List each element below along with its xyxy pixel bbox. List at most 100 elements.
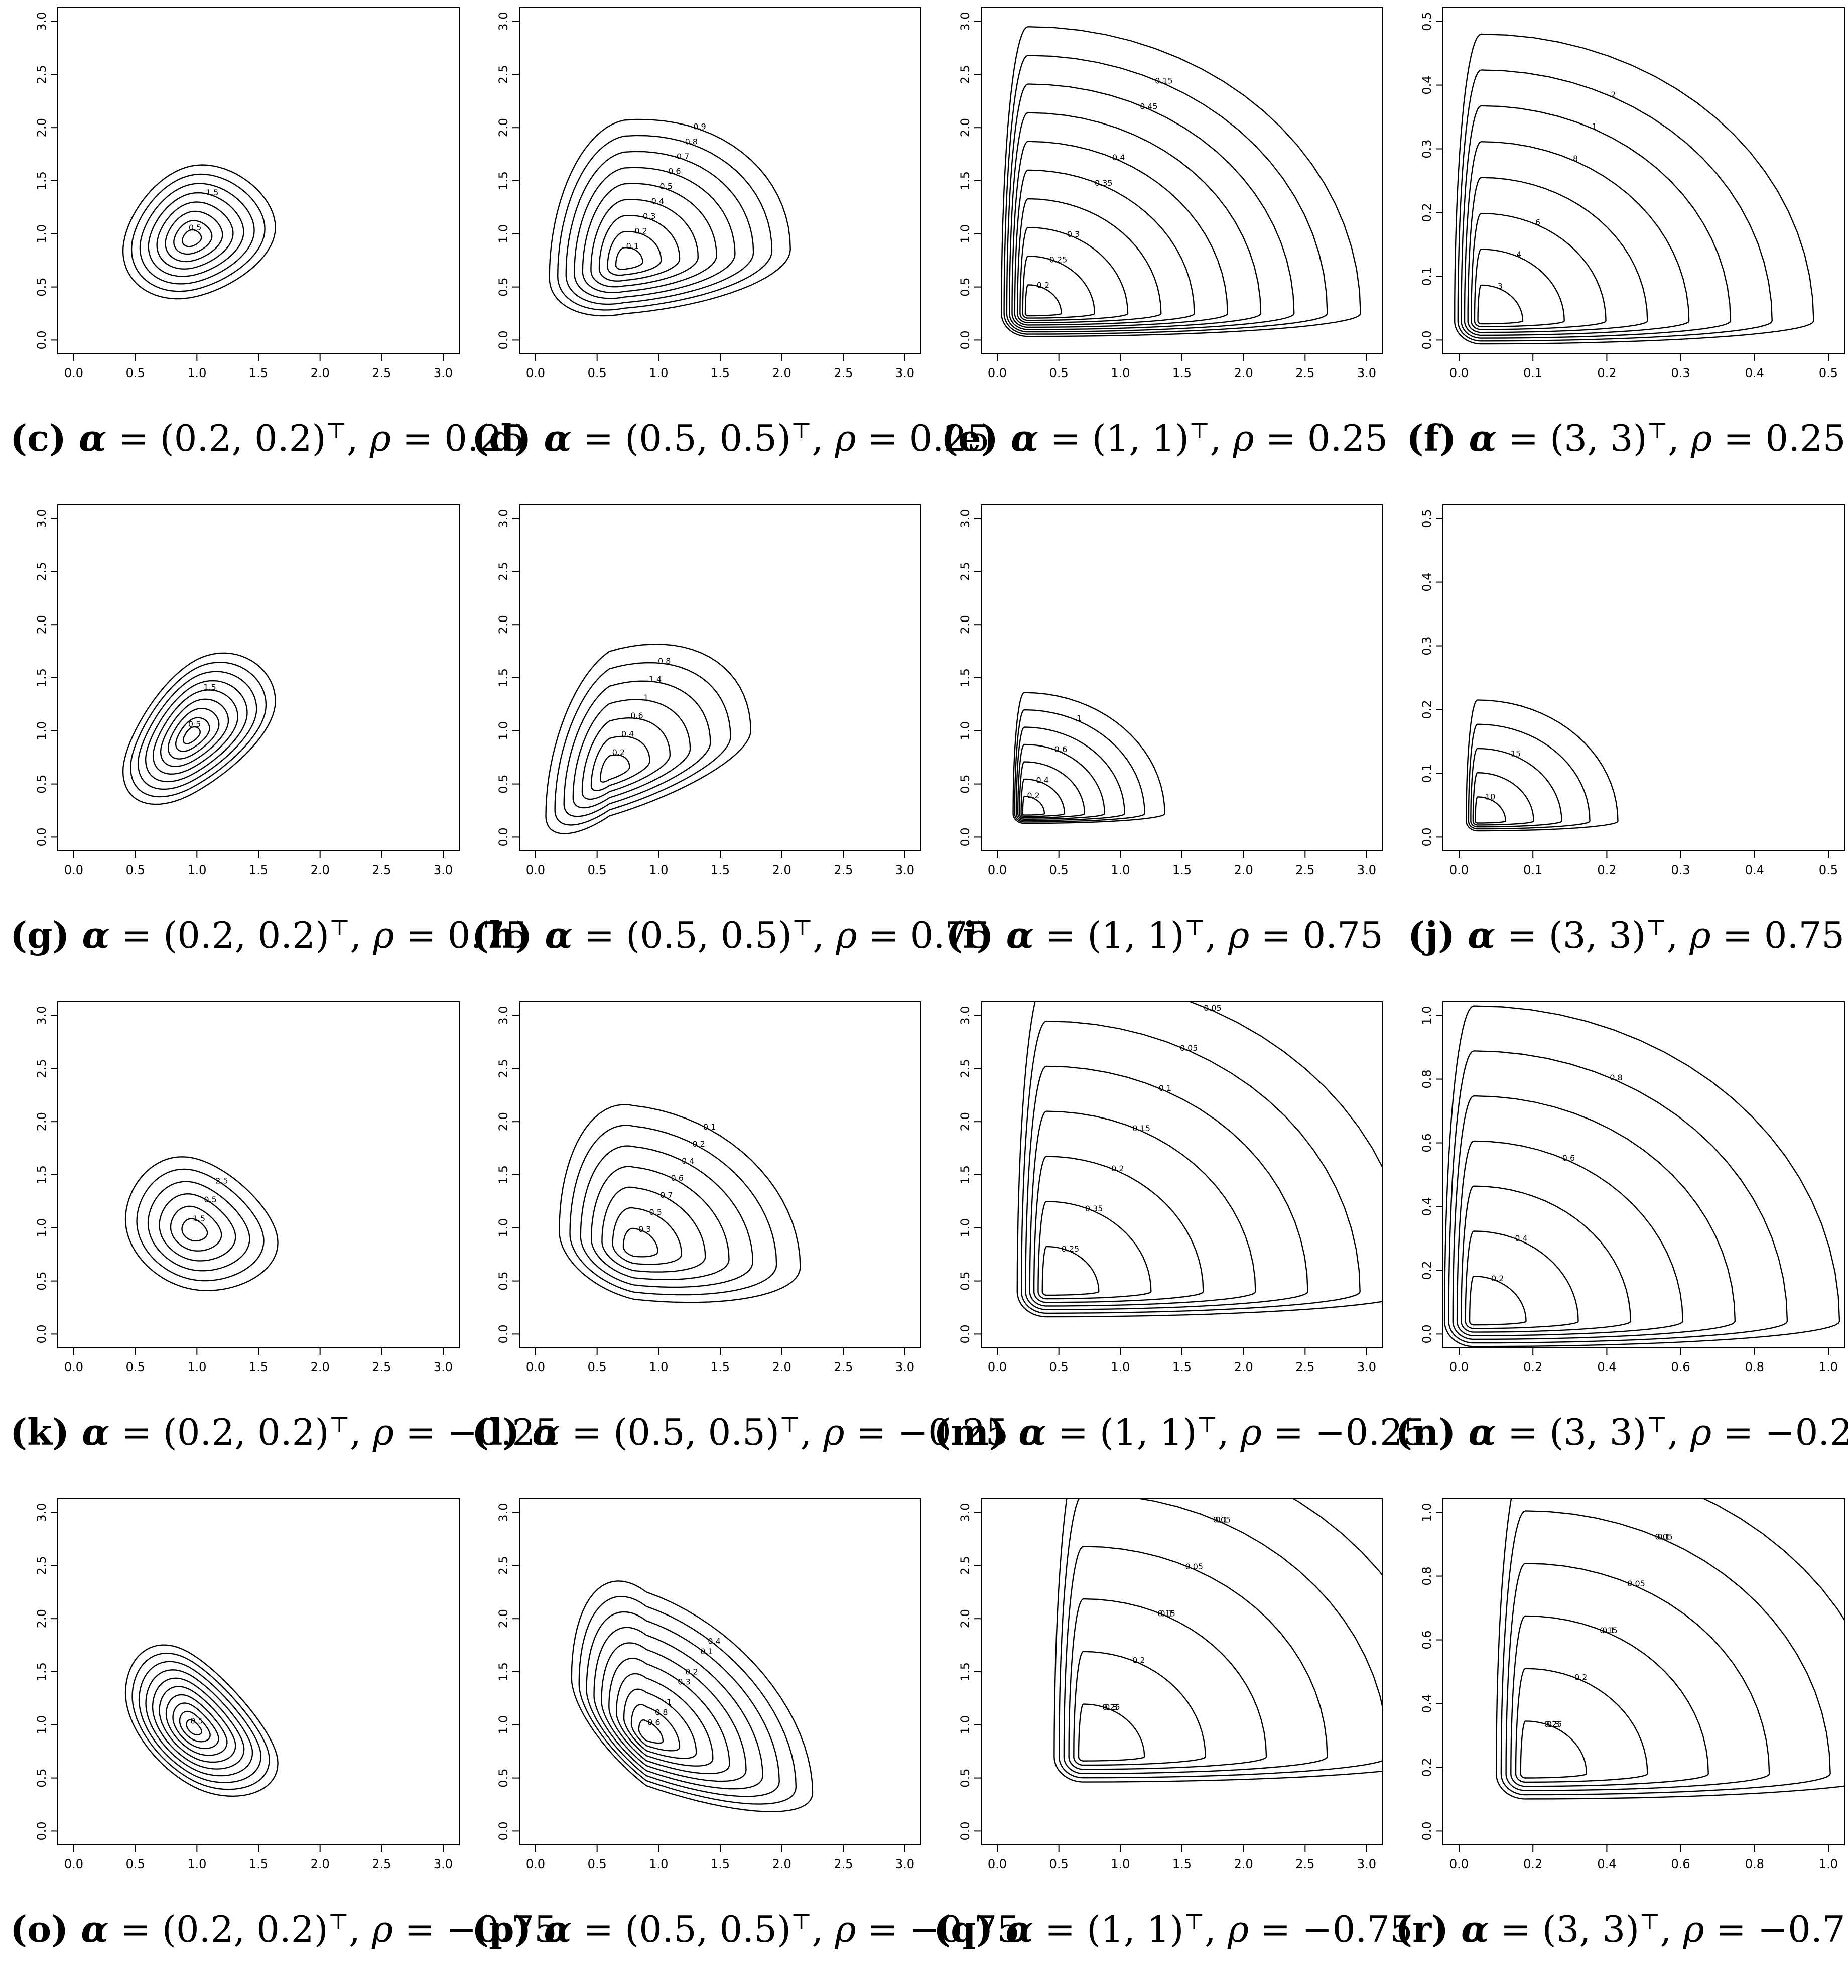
x-tick-label: 3.0 [895, 366, 914, 380]
contour-level-label: 0.2 [634, 226, 647, 236]
contour-level-label: 0.25 [1049, 255, 1068, 265]
x-tick-label: 0.5 [1049, 863, 1069, 877]
contour-line-5 [1467, 177, 1648, 333]
y-tick-label: 1.5 [35, 1662, 49, 1681]
contour-level-label: 0.1 [626, 241, 639, 251]
panel-caption: (i) α = (1, 1)⊤, ρ = 0.75 [934, 914, 1395, 956]
contour-line-0.35 [1016, 198, 1162, 324]
alpha-value: = (0.5, 0.5) [571, 417, 791, 459]
y-tick-label: 2.5 [35, 562, 49, 581]
x-tick-label: 0.2 [1597, 366, 1616, 380]
contour-line-0.15 [1025, 1065, 1308, 1310]
contour-line-1 [130, 173, 266, 292]
contour-plot-h: 0.0 0.5 1.0 1.5 2.0 2.5 3.0 0.0 0.5 1.0 1.5 2.0 2.5 3… [496, 504, 921, 877]
y-tick-label: 1.5 [496, 1662, 510, 1681]
contour-line-4 [175, 717, 210, 752]
x-tick-label: 0.0 [64, 1857, 83, 1871]
x-tick-label: 2.5 [834, 366, 853, 380]
y-tick-label: 0.0 [958, 1821, 972, 1840]
x-tick-label: 2.5 [834, 863, 853, 877]
contour-level-label: 0.5 [189, 223, 201, 232]
panel-letter: (g) [10, 914, 70, 956]
transpose-mark: ⊤ [328, 1909, 349, 1935]
alpha-value: = (1, 1) [1033, 1908, 1184, 1950]
contour-line-5 [186, 1719, 202, 1735]
contour-lines: 0.2 0.4 0.6 0.8 [1443, 1005, 1840, 1347]
y-tick-label: 0.5 [496, 775, 510, 794]
x-tick-label: 2.5 [1295, 1360, 1314, 1374]
contour-line-0.8 [572, 699, 691, 809]
contour-level-label: 0.2 [685, 1667, 698, 1676]
y-tick-label: 3.0 [35, 1503, 49, 1522]
contour-plot-m: 0.0 0.5 1.0 1.5 2.0 2.5 3.0 0.0 0.5 1.0 1.5 2.0 2.5 3… [958, 1001, 1383, 1374]
alpha-symbol: α [1448, 1908, 1489, 1950]
y-tick-label: 2.0 [35, 615, 49, 634]
transpose-mark: ⊤ [791, 418, 812, 444]
panel-letter: (q) [934, 1908, 993, 1950]
rho-value: = 0.75 [394, 914, 528, 956]
y-tick-label: 3.0 [496, 1503, 510, 1522]
x-tick-label: 2.5 [1295, 1857, 1314, 1871]
contour-level-label: 0.5 [190, 1716, 203, 1725]
contour-level-label: 0.5 [659, 181, 672, 191]
contour-level-label: 0.15 [1132, 1124, 1150, 1133]
alpha-symbol: α [993, 1908, 1033, 1950]
contour-line-3 [181, 1218, 208, 1242]
x-tick-label: 0.5 [588, 366, 607, 380]
y-tick-label: 0.4 [1420, 1694, 1434, 1713]
panel-r: 0.0 0.2 0.4 0.6 0.8 1.0 0.0 0.2 0.4 0.6 0.8 1.0 0.3 0… [1395, 1491, 1848, 1988]
panel-letter: (i) [946, 914, 994, 956]
x-tick-label: 2.5 [1295, 863, 1314, 877]
y-tick-label: 3.0 [496, 12, 510, 31]
panel-caption: (j) α = (3, 3)⊤, ρ = 0.75 [1395, 914, 1848, 956]
contour-level-label: 1.5 [206, 188, 218, 197]
contour-level-label: 0.2 [1037, 281, 1049, 290]
contour-plot-g: 0.0 0.5 1.0 1.5 2.0 2.5 3.0 0.0 0.5 1.0 1.5 2.0 2.5 3… [35, 504, 460, 877]
contour-line-15 [1470, 748, 1562, 828]
contour-line-10 [1468, 723, 1591, 830]
contour-line-0.6 [563, 680, 711, 817]
x-tick-label: 1.0 [649, 1360, 668, 1374]
x-tick-label: 1.5 [1172, 863, 1192, 877]
contour-level-label: 1.4 [649, 674, 662, 684]
x-tick-label: 0.5 [1049, 1360, 1069, 1374]
y-tick-label: 0.0 [35, 827, 49, 846]
y-tick-label: 2.5 [35, 65, 49, 84]
transpose-mark: ⊤ [791, 1909, 812, 1935]
y-tick-label: 2.0 [958, 1609, 972, 1628]
contour-lines: 0.5 1.5 [122, 652, 276, 805]
contour-line-2 [145, 1669, 253, 1777]
rho-symbol: ρ [1233, 417, 1254, 459]
y-tick-label: 3.0 [496, 1006, 510, 1025]
y-tick-label: 0.6 [1420, 1133, 1434, 1152]
contour-line-0.3 [1078, 1703, 1145, 1762]
panel-letter: (h) [472, 914, 533, 956]
panel-letter: (k) [10, 1411, 70, 1453]
contour-line-0.1 [1003, 55, 1328, 335]
panel-k: 0.0 0.5 1.0 1.5 2.0 2.5 3.0 0.0 0.5 1.0 1.5 2.0 2.5 3… [10, 994, 558, 1491]
panel-g: 0.0 0.5 1.0 1.5 2.0 2.5 3.0 0.0 0.5 1.0 1.5 2.0 2.5 3… [10, 497, 528, 994]
x-tick-label: 3.0 [434, 1857, 453, 1871]
x-tick-label: 1.0 [1111, 366, 1130, 380]
contour-lines: 0.3 0.5 0.7 0.6 0.4 0.2 0.1 [558, 1104, 801, 1303]
y-tick-label: 2.5 [958, 562, 972, 581]
contour-level-label: 0.6 [630, 711, 643, 720]
y-tick-label: 0.4 [1420, 1197, 1434, 1216]
contour-line-1 [1461, 1185, 1631, 1333]
contour-line-2 [148, 192, 244, 277]
contour-line-0.2 [1012, 692, 1165, 824]
contour-line-0.4 [554, 662, 731, 826]
contour-lines: 0.2 0.25 0.3 0.35 0.4 0.45 0.15 [1001, 26, 1361, 337]
contour-line-0.5 [122, 164, 276, 300]
contour-line-4 [181, 229, 202, 247]
contour-line-0.5 [1024, 284, 1062, 317]
panel-caption: (q) α = (1, 1)⊤, ρ = −0.75 [934, 1908, 1413, 1950]
contour-line-0.35 [1041, 1246, 1100, 1296]
rho-value: = −0.75 [1715, 1908, 1848, 1950]
contour-level-label: 0.5 [188, 719, 201, 729]
contour-line-0.15 [1006, 83, 1295, 333]
contour-level-label: 0.1 [1216, 1515, 1228, 1525]
contour-level-label: 0.15 [1157, 1608, 1175, 1618]
y-tick-label: 0.0 [1420, 827, 1434, 846]
y-tick-label: 0.1 [1420, 267, 1434, 286]
